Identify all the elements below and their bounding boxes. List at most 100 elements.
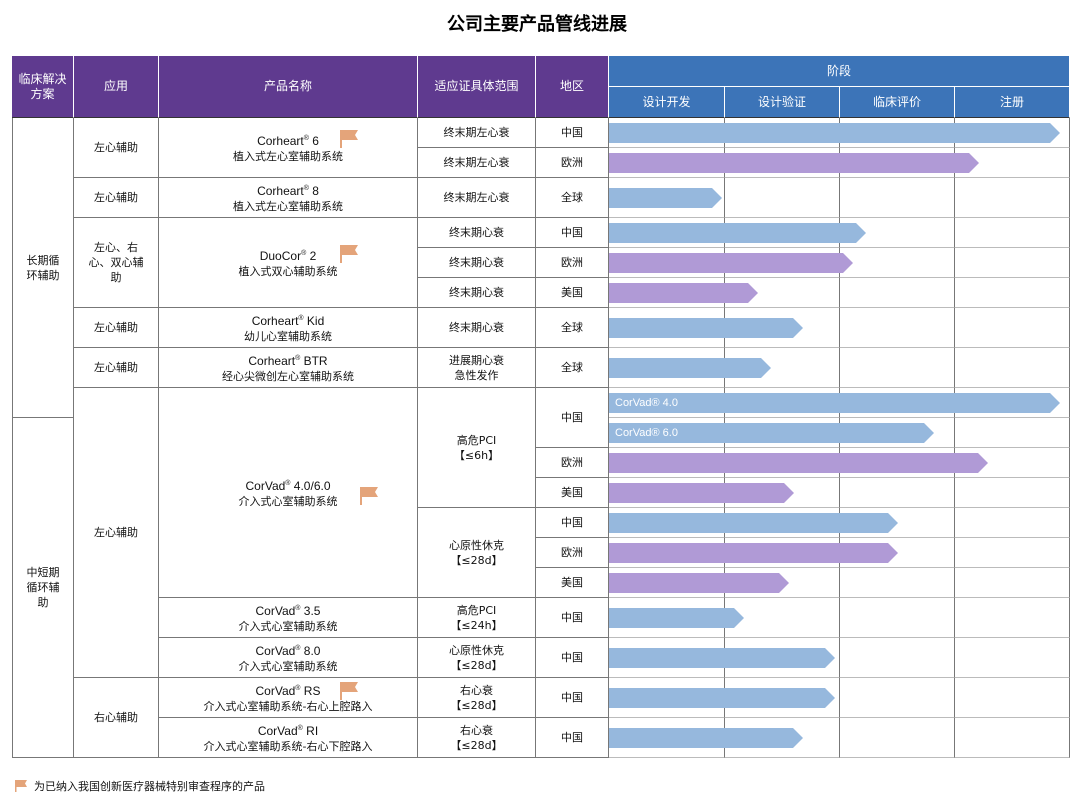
stage-grid-cell [725,568,840,598]
product-desc: 植入式左心室辅助系统 [233,150,343,163]
stage-grid-cell [955,448,1070,478]
stage-grid-cell [955,508,1070,538]
region-text: 全球 [561,361,583,374]
indication-cell: 终末期心衰 [418,248,536,278]
region-cell: 欧洲 [536,148,609,178]
pipeline-bar [609,223,866,243]
product-name: CorVad® RS [256,681,321,699]
stage-grid-cell [840,718,955,758]
product-name: CorVad® 4.0/6.0 [246,476,331,494]
pipeline-table: 临床解决方案 应用 产品名称 适应证具体范围 地区 阶段 设计开发 设计验证 临床评价 注册 长期循… [12,56,1074,760]
registered-mark: ® [297,725,303,732]
product-name: DuoCor® 2 [260,246,317,264]
stage-grid-cell [725,178,840,218]
product-name: Corheart® 6 [257,131,319,149]
registered-mark: ® [303,185,309,192]
indication-text: 【≤28d】 [450,698,503,712]
product-cell: CorVad® 4.0/6.0 介入式心室辅助系统 [159,388,418,598]
pipeline-bar [609,393,1060,413]
stage-grid-cell [955,538,1070,568]
flag-icon [15,780,27,792]
region-cell: 美国 [536,278,609,308]
flag-icon [360,487,378,505]
product-cell: CorVad® RI 介入式心室辅助系统-右心下腔路入 [159,718,418,758]
header-indication-text: 适应证具体范围 [434,79,519,93]
stage-grid-cell [840,248,955,278]
application-cell: 左心辅助 [74,308,159,348]
product-name: CorVad® 3.5 [256,601,321,619]
product-brand: CorVad [257,724,298,738]
region-cell: 中国 [536,678,609,718]
application-text: 右心辅助 [94,711,138,724]
indication-cell: 终末期左心衰 [418,118,536,148]
indication-cell: 进展期心衰 急性发作 [418,348,536,388]
product-name: CorVad® 8.0 [256,641,321,659]
product-desc: 经心尖微创左心室辅助系统 [222,370,354,383]
product-brand: Corheart [248,354,296,368]
pipeline-bar [609,483,794,503]
pipeline-bar [609,608,744,628]
stage-grid-cell [840,308,955,348]
product-cell: DuoCor® 2 植入式双心辅助系统 [159,218,418,308]
region-cell: 中国 [536,638,609,678]
application-text: 左心辅助 [94,361,138,374]
stage-grid-cell [725,638,840,678]
region-text: 中国 [561,126,583,139]
header-solution: 临床解决方案 [12,56,74,118]
indication-cell: 终末期心衰 [418,218,536,248]
registered-mark: ® [301,250,307,257]
stage-grid-cell [955,148,1070,178]
region-text: 全球 [561,321,583,334]
indication-text: 终末期心衰 [449,256,504,269]
product-model: Kid [303,314,325,328]
product-desc: 介入式心室辅助系统 [238,620,338,633]
region-cell: 中国 [536,718,609,758]
product-model: 2 [306,249,317,263]
stage-grid-cell [840,598,955,638]
application-text: 左心辅助 [94,526,138,539]
stage-grid-cell [840,218,955,248]
region-cell: 美国 [536,568,609,598]
stage-grid-cell [725,308,840,348]
stage-grid-cell [725,598,840,638]
region-text: 中国 [561,731,583,744]
region-cell: 中国 [536,118,609,148]
stage-grid-cell [840,638,955,678]
stage-grid-cell [955,718,1070,758]
stage-grid-cell [840,508,955,538]
product-cell: CorVad® 8.0 介入式心室辅助系统 [159,638,418,678]
header-application: 应用 [74,56,159,118]
pipeline-bar [609,123,1060,143]
solution-text: 长期循环辅助 [26,253,60,282]
indication-text: 心原性休克 [449,538,504,552]
product-desc: 介入式心室辅助系统 [238,495,338,508]
product-desc: 幼儿心室辅助系统 [244,330,332,343]
indication-text: 右心衰 [460,723,493,737]
registered-mark: ® [295,685,301,692]
region-text: 中国 [561,611,583,624]
stage-grid-cell [955,598,1070,638]
product-brand: DuoCor [259,249,302,263]
indication-text: 【≤24h】 [450,618,503,632]
region-cell: 中国 [536,388,609,448]
registered-mark: ® [303,135,309,142]
application-text: 左心辅助 [94,321,138,334]
region-text: 中国 [561,226,583,239]
header-stage-label: 设计验证 [757,94,806,109]
product-brand: Corheart [251,314,299,328]
pipeline-bar [609,188,722,208]
indication-text: 高危PCI [456,433,497,447]
stage-grid-cell [840,538,955,568]
region-text: 中国 [561,651,583,664]
product-cell: Corheart® 8 植入式左心室辅助系统 [159,178,418,218]
application-text: 左心辅助 [94,141,138,154]
legend: 为已纳入我国创新医疗器械特别审查程序的产品 [14,778,265,794]
header-indication: 适应证具体范围 [418,56,536,118]
product-model: RI [302,724,319,738]
product-brand: CorVad [255,644,296,658]
header-stage-label: 临床评价 [872,94,921,109]
header-region-text: 地区 [559,79,584,93]
stage-grid-cell [955,568,1070,598]
application-cell: 左心辅助 [74,348,159,388]
header-stage: 阶段 [609,56,1070,87]
